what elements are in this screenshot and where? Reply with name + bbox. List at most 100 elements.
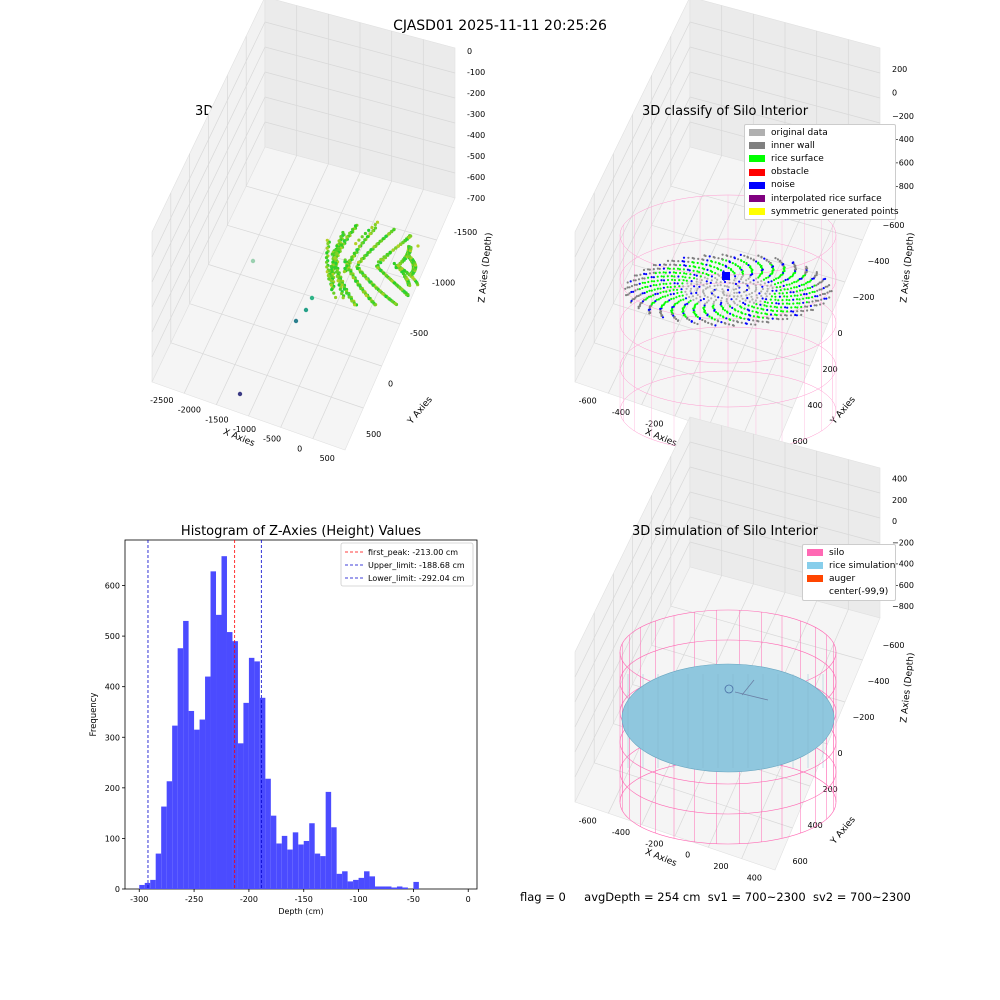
raw-point	[342, 239, 346, 243]
axes-3d: -2500-2000-1500-1000-50005005000-500-100…	[150, 0, 495, 463]
classified-point	[632, 279, 635, 282]
classified-point	[813, 304, 816, 307]
classified-point	[673, 285, 676, 288]
classified-point	[771, 309, 775, 312]
classified-point	[706, 296, 709, 299]
classified-point	[701, 271, 705, 275]
x-axis-label: Depth (cm)	[278, 907, 323, 916]
y-tick-label: 600	[793, 437, 808, 446]
classified-point	[740, 294, 743, 297]
legend-label: interpolated rice surface	[771, 193, 882, 204]
histogram-bar	[254, 661, 260, 889]
classified-point	[681, 260, 684, 263]
sv2-text: sv2 = 700~2300	[812, 890, 911, 904]
classified-point	[756, 296, 759, 299]
classified-point	[774, 257, 777, 260]
classified-point	[687, 285, 690, 288]
raw-point	[354, 279, 358, 283]
y-tick-label: 0	[388, 379, 393, 388]
raw-point	[363, 238, 367, 242]
classified-point	[779, 259, 782, 262]
raw-point	[379, 269, 383, 273]
classified-point	[748, 300, 751, 303]
classified-point	[769, 261, 772, 265]
raw-point	[405, 270, 409, 274]
classified-point	[672, 271, 676, 274]
classified-point	[698, 317, 701, 320]
classified-point	[679, 264, 682, 267]
classified-point	[647, 308, 651, 311]
classified-point	[806, 281, 809, 284]
legend-entry: rice surface	[745, 152, 895, 165]
classified-point	[739, 253, 742, 256]
classified-point	[734, 282, 738, 286]
raw-point	[329, 274, 333, 278]
classified-point	[713, 266, 716, 269]
classified-point	[671, 259, 674, 262]
classified-point	[739, 316, 743, 320]
classified-point	[658, 267, 661, 270]
histogram-bars	[139, 556, 419, 889]
raw-point	[325, 265, 329, 269]
classified-point	[761, 316, 765, 319]
grid-line	[574, 441, 691, 678]
classified-point	[652, 263, 656, 267]
classified-point	[721, 288, 724, 291]
x-tick-label: -100	[349, 895, 367, 904]
raw-point	[343, 266, 347, 271]
classified-point	[723, 293, 726, 296]
raw-point	[386, 253, 390, 257]
raw-point	[396, 264, 401, 268]
classified-point	[683, 272, 686, 275]
classified-point	[798, 278, 801, 281]
classified-point	[720, 296, 724, 300]
classified-point	[743, 254, 746, 257]
classified-point	[752, 279, 755, 282]
classified-point	[720, 321, 723, 324]
classified-point	[797, 279, 800, 282]
classified-point	[742, 290, 746, 294]
outlier-point	[237, 391, 243, 397]
sim-plot-title: 3D simulation of Silo Interior	[632, 524, 818, 539]
classified-point	[748, 309, 751, 312]
histogram-bar	[375, 886, 381, 889]
raw-point	[328, 269, 332, 273]
classified-point	[716, 284, 719, 287]
classified-point	[802, 283, 806, 286]
classified-point	[654, 264, 657, 267]
classified-point	[672, 314, 675, 317]
classified-point	[678, 279, 681, 282]
classified-point	[672, 292, 675, 295]
classified-point	[785, 298, 788, 301]
classified-point	[741, 312, 744, 315]
classified-point	[777, 281, 780, 285]
raw-point	[334, 248, 338, 252]
noise-cluster	[722, 272, 730, 280]
classified-point	[705, 301, 709, 304]
raw-point	[368, 232, 372, 236]
classified-point	[732, 324, 735, 327]
classified-point	[772, 268, 775, 271]
classified-point	[774, 298, 777, 301]
raw-point	[327, 277, 331, 281]
classified-point	[766, 301, 769, 304]
classified-point	[666, 259, 670, 262]
classified-point	[796, 302, 799, 305]
y-tick-label: -1000	[432, 279, 455, 288]
classified-point	[792, 261, 795, 264]
classified-point	[823, 297, 826, 300]
raw-point	[381, 292, 385, 296]
x-tick-label: -1500	[205, 415, 228, 424]
classified-point	[681, 310, 684, 313]
classified-point	[800, 277, 803, 280]
classified-point	[633, 274, 637, 277]
classified-point	[779, 285, 782, 288]
classified-point	[752, 306, 756, 309]
classified-point	[668, 267, 671, 270]
classified-point	[702, 306, 705, 310]
classified-point	[736, 295, 739, 298]
y-tick-label: 400	[105, 683, 120, 692]
classified-point	[670, 309, 673, 312]
classified-point	[786, 295, 789, 298]
classified-point	[731, 270, 735, 273]
